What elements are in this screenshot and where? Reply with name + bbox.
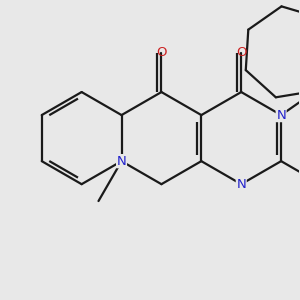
Text: O: O bbox=[236, 46, 247, 59]
Text: N: N bbox=[117, 154, 126, 168]
Text: O: O bbox=[156, 46, 167, 59]
Text: N: N bbox=[276, 109, 286, 122]
Text: N: N bbox=[236, 178, 246, 191]
